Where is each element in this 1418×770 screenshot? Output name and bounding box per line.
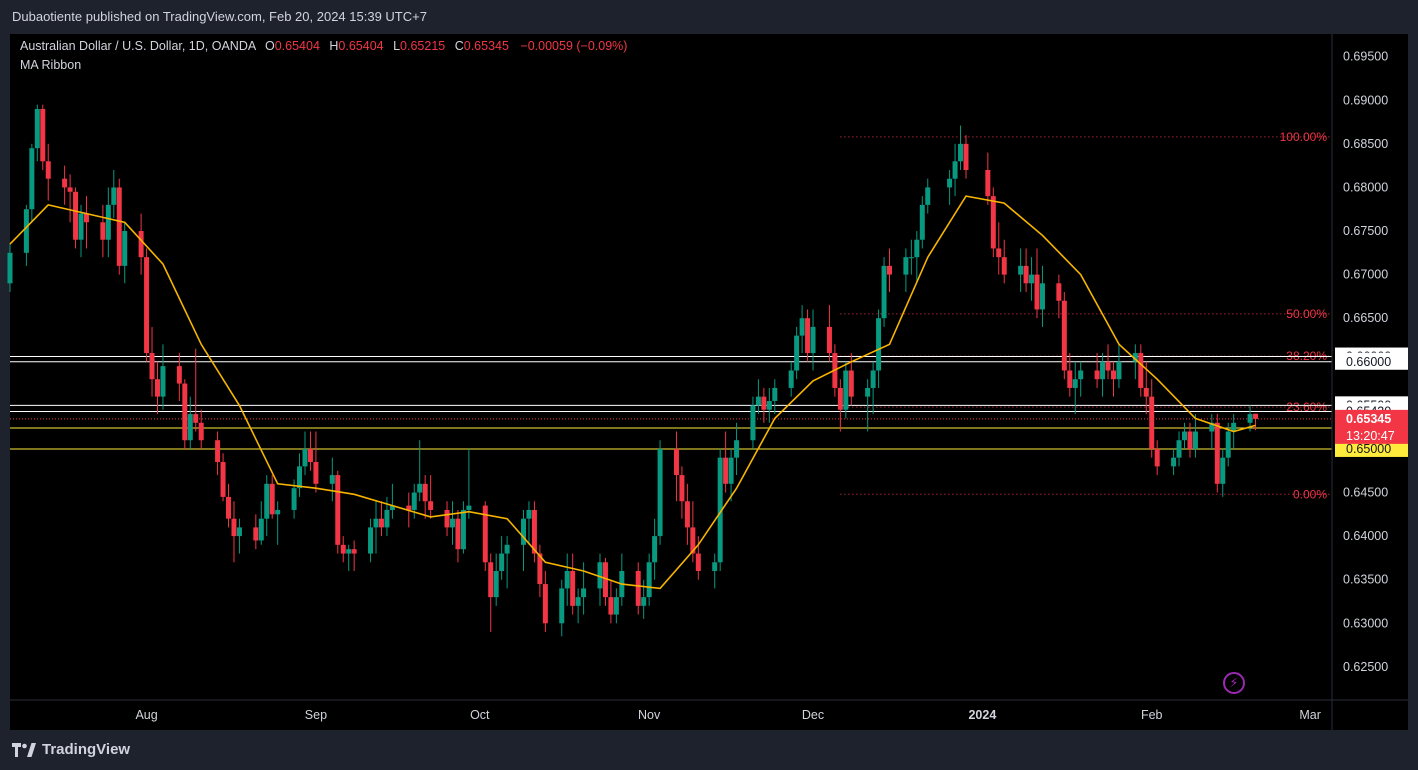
chart-frame[interactable]: [10, 34, 1408, 730]
low-label: L: [393, 39, 401, 53]
tradingview-logo-icon: [12, 742, 36, 757]
symbol-legend[interactable]: Australian Dollar / U.S. Dollar, 1D, OAN…: [20, 39, 627, 53]
lightning-icon[interactable]: ⚡: [1223, 672, 1245, 694]
change-value: −0.00059 (−0.09%): [520, 39, 628, 53]
symbol-name[interactable]: Australian Dollar / U.S. Dollar, 1D, OAN…: [20, 39, 256, 53]
tradingview-logo[interactable]: TradingView: [12, 741, 130, 758]
tradingview-brand-text: TradingView: [42, 741, 131, 758]
high-label: H: [329, 39, 339, 53]
low-value: 0.65215: [400, 39, 446, 53]
open-value: 0.65404: [274, 39, 320, 53]
header-bar: Dubaotiente published on TradingView.com…: [0, 0, 1418, 34]
high-value: 0.65404: [338, 39, 384, 53]
publisher-line: Dubaotiente published on TradingView.com…: [12, 9, 427, 24]
open-label: O: [264, 39, 275, 53]
indicator-legend-ma-ribbon[interactable]: MA Ribbon: [20, 58, 82, 72]
close-value: 0.65345: [463, 39, 509, 53]
close-label: C: [454, 39, 464, 53]
footer-bar: [0, 730, 1418, 770]
